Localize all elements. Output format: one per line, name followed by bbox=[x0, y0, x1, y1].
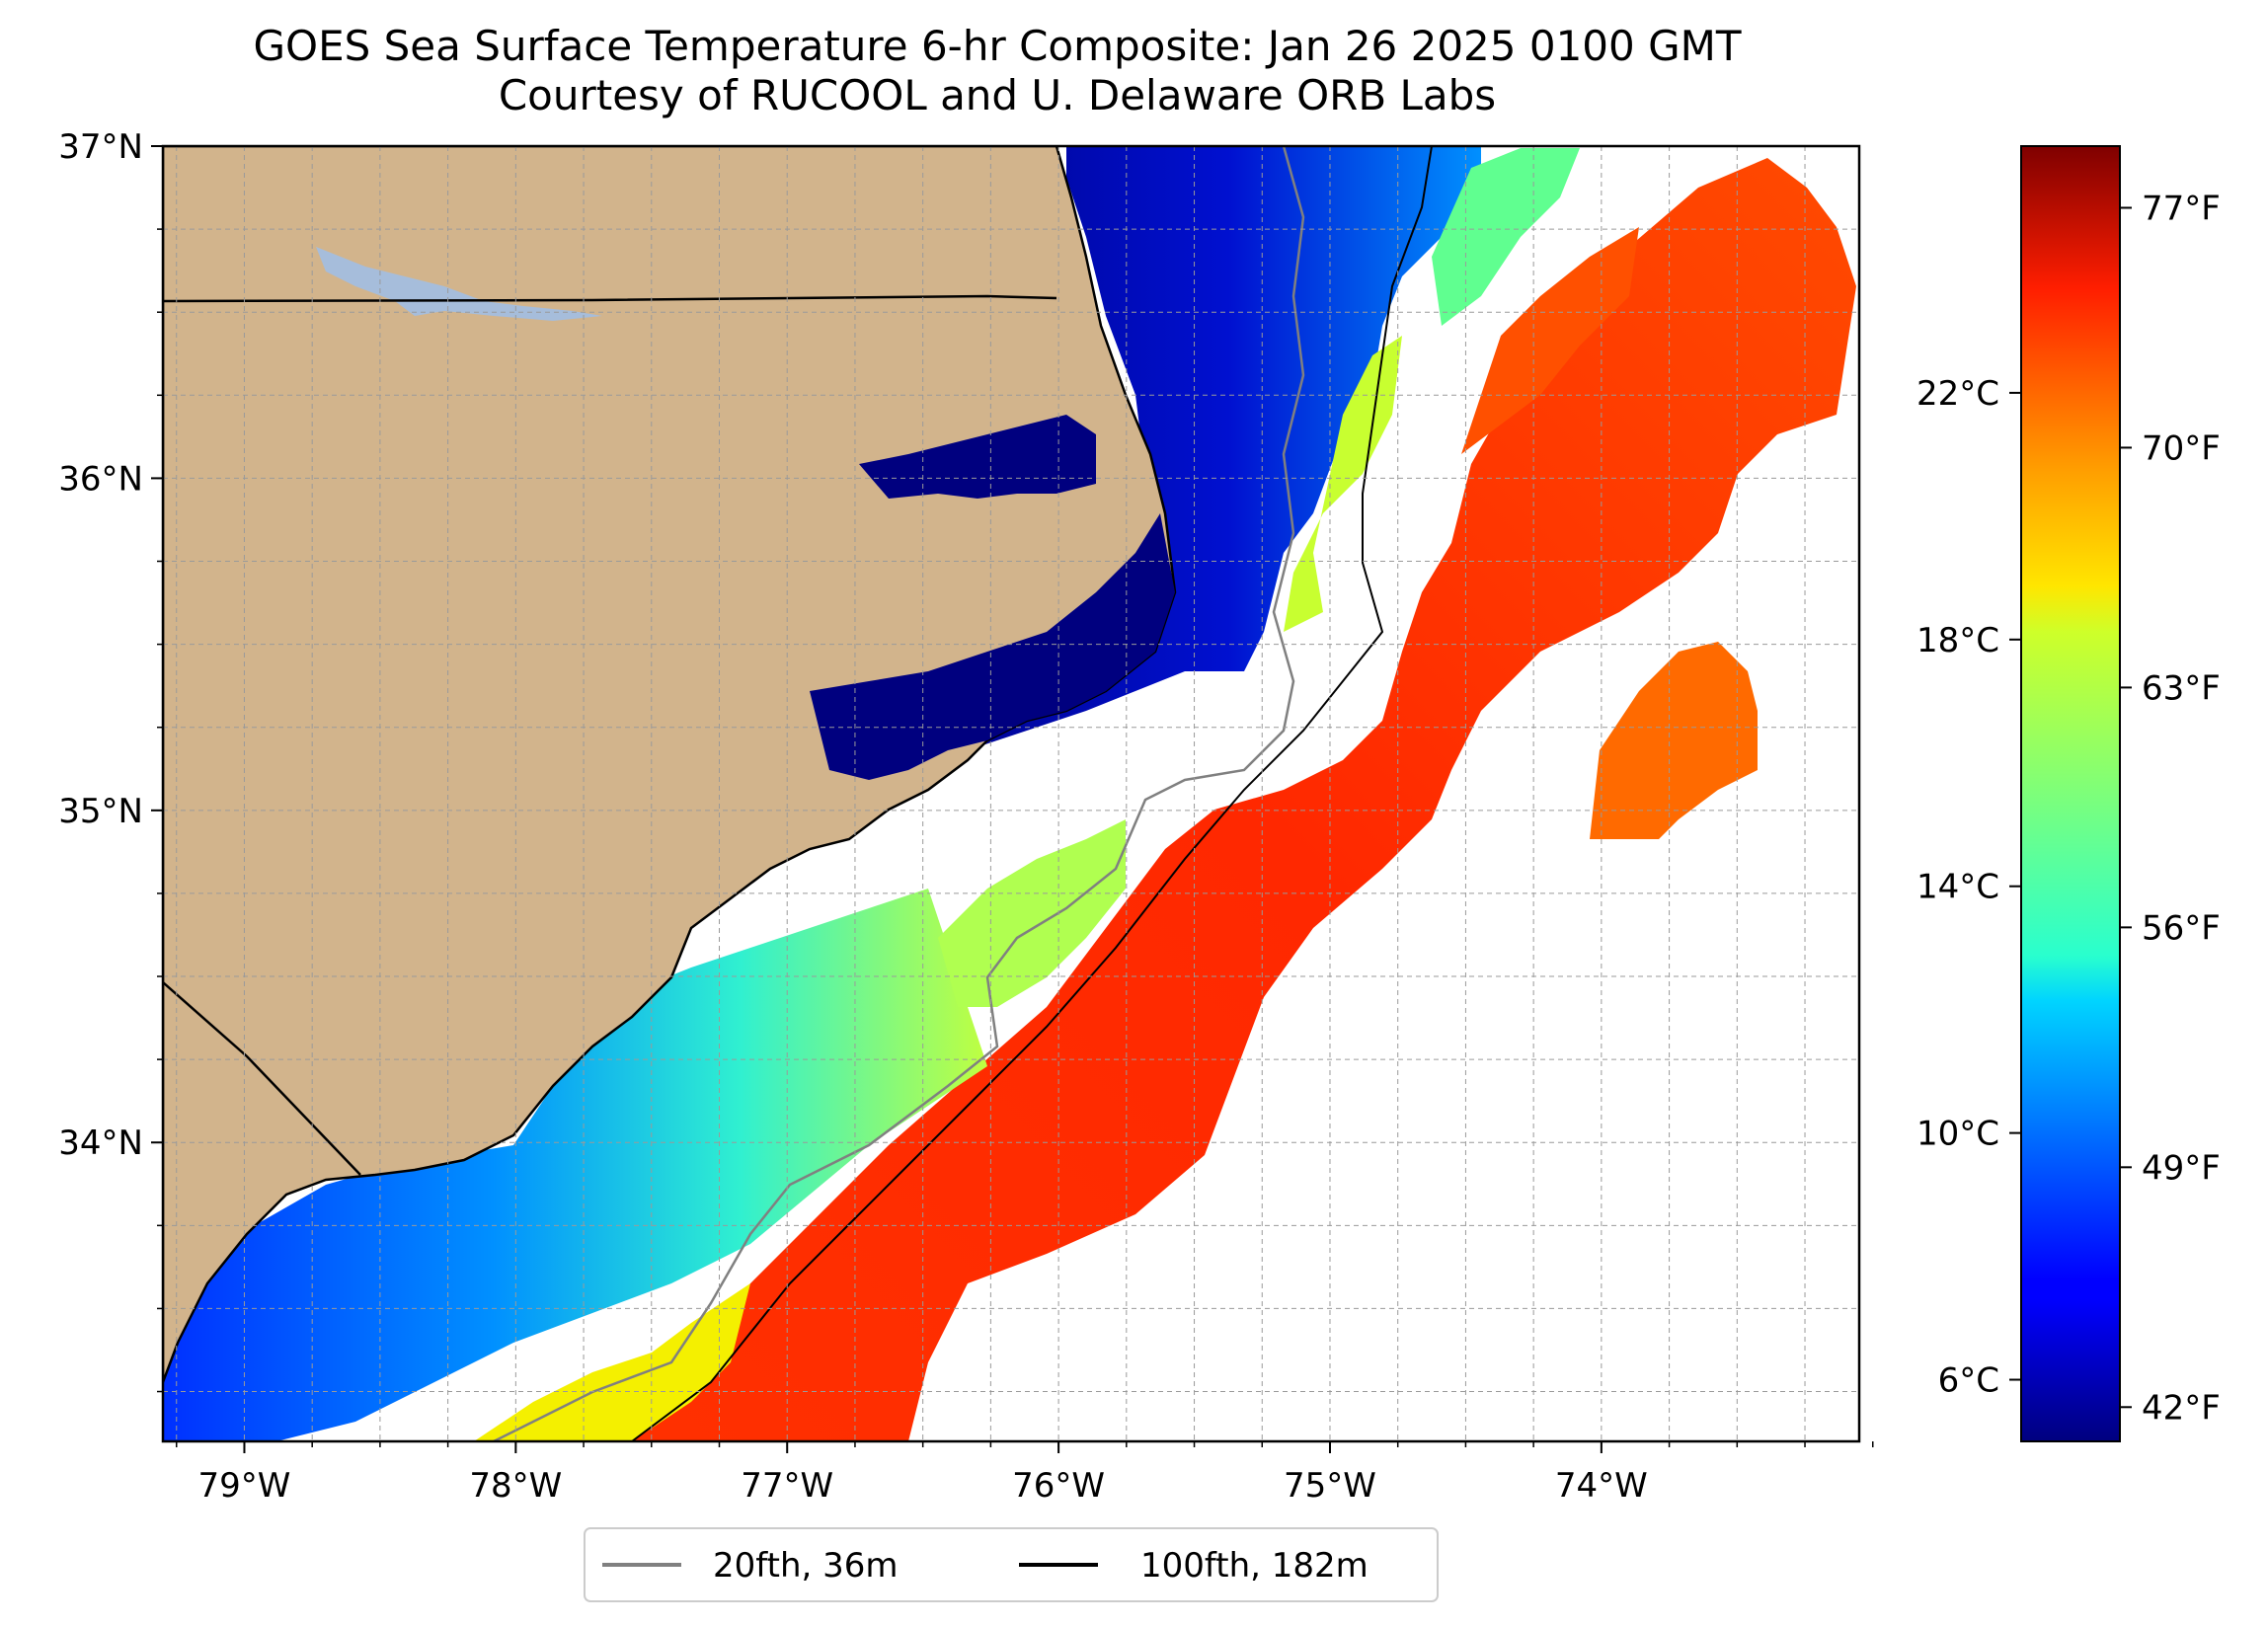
sst-warm-filament bbox=[1461, 227, 1639, 454]
pamlico-sound bbox=[810, 513, 1175, 780]
celsius-tick-label: 18°C bbox=[1916, 621, 1999, 660]
fahrenheit-tick-label: 70°F bbox=[2142, 428, 2221, 468]
lat-tick-label: 36°N bbox=[58, 459, 143, 499]
celsius-tick-label: 10°C bbox=[1916, 1115, 1999, 1154]
sst-gulf-stream bbox=[632, 158, 1856, 1441]
fahrenheit-tick-label: 42°F bbox=[2142, 1388, 2221, 1428]
fahrenheit-tick-label: 49°F bbox=[2142, 1148, 2221, 1188]
map-frame bbox=[161, 144, 1861, 1443]
nc-sc-border bbox=[163, 981, 361, 1176]
legend-label-100fth: 100fth, 182m bbox=[1140, 1546, 1369, 1586]
lon-tick-label: 78°W bbox=[469, 1466, 562, 1506]
map-content bbox=[163, 146, 1859, 1441]
sst-raleigh-bay-green bbox=[938, 819, 1126, 1007]
albemarle-sound bbox=[859, 415, 1096, 499]
lat-axis: 37°N 36°N 35°N 34°N bbox=[58, 127, 163, 1393]
celsius-tick-label: 6°C bbox=[1938, 1361, 1999, 1401]
lon-tick-label: 76°W bbox=[1012, 1466, 1105, 1506]
lon-axis: 79°W 78°W 77°W 76°W 75°W 74°W bbox=[175, 1441, 1874, 1506]
sst-slope-green-north bbox=[1432, 148, 1580, 326]
fahrenheit-tick-label: 77°F bbox=[2142, 189, 2221, 228]
lat-tick-label: 34°N bbox=[58, 1123, 143, 1163]
lon-tick-label: 74°W bbox=[1555, 1466, 1648, 1506]
lon-tick-label: 79°W bbox=[198, 1466, 291, 1506]
sst-yellow-south bbox=[474, 1283, 750, 1441]
lat-tick-label: 35°N bbox=[58, 792, 143, 831]
lat-tick-label: 37°N bbox=[58, 127, 143, 167]
lon-tick-label: 77°W bbox=[741, 1466, 833, 1506]
legend-label-20fth: 20fth, 36m bbox=[713, 1546, 899, 1586]
sst-shelf-north bbox=[849, 146, 1481, 790]
va-nc-border bbox=[163, 294, 1057, 303]
sst-warm-eddy-east bbox=[1590, 642, 1758, 839]
celsius-tick-label: 14°C bbox=[1916, 868, 1999, 907]
lon-tick-label: 75°W bbox=[1284, 1466, 1376, 1506]
map-title: GOES Sea Surface Temperature 6-hr Compos… bbox=[0, 22, 1994, 120]
sst-onslow-bay bbox=[163, 889, 987, 1441]
colorbar-fahrenheit-ticks: 42°F 49°F 56°F 63°F 70°F 77°F bbox=[2120, 189, 2221, 1428]
celsius-tick-label: 22°C bbox=[1916, 374, 1999, 414]
legend-box bbox=[584, 1527, 1439, 1602]
sst-slope-yellow-north bbox=[1284, 336, 1402, 632]
title-line-1: GOES Sea Surface Temperature 6-hr Compos… bbox=[253, 22, 1742, 70]
isobath-100fth bbox=[631, 146, 1433, 1441]
title-line-2: Courtesy of RUCOOL and U. Delaware ORB L… bbox=[498, 71, 1497, 119]
colorbar-celsius-ticks: 6°C 10°C 14°C 18°C 22°C bbox=[1916, 374, 2021, 1401]
colorbar bbox=[2020, 145, 2121, 1442]
fahrenheit-tick-label: 63°F bbox=[2142, 668, 2221, 708]
kerr-lake bbox=[316, 247, 602, 321]
fahrenheit-tick-label: 56°F bbox=[2142, 908, 2221, 948]
isobath-20fth bbox=[493, 146, 1305, 1441]
legend: 20fth, 36m 100fth, 182m bbox=[584, 1527, 1439, 1602]
map-gridlines bbox=[163, 146, 1859, 1441]
